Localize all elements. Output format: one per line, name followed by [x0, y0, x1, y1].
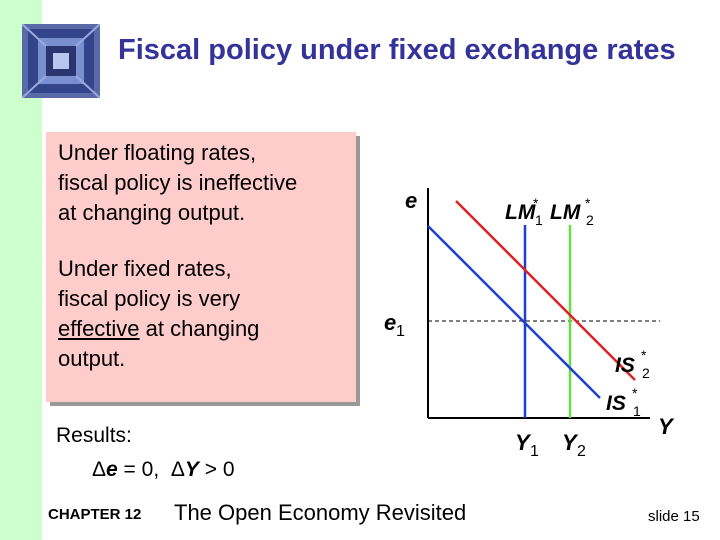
delta-e-rest: = 0, [117, 458, 160, 481]
is2-subscript: 2 [642, 365, 650, 381]
delta-y-symbol: Δ [170, 458, 185, 481]
p1-line1: Under floating rates, [58, 140, 257, 165]
is2-star: * [641, 347, 647, 363]
y1-label: Y [515, 430, 532, 455]
p1-line3: at changing output. [58, 200, 246, 225]
lm2-subscript: 2 [586, 212, 594, 228]
p2-line1: Under fixed rates, [58, 256, 232, 281]
results-equation: Δe = 0, ΔY > 0 [92, 458, 235, 482]
summary-box: Under floating rates, fiscal policy is i… [46, 132, 356, 402]
is1-subscript: 1 [633, 403, 641, 419]
footer-slide-number: slide 15 [648, 508, 700, 525]
y2-label: Y [562, 430, 579, 455]
y-axis-label: e [405, 188, 417, 213]
p2-line4: output. [58, 346, 126, 371]
chapter-logo [22, 24, 100, 98]
is1-star: * [632, 385, 638, 401]
lm1-label: LM [505, 201, 536, 224]
delta-y-rest: > 0 [198, 458, 235, 481]
is2-label: IS [615, 354, 635, 377]
is1-label: IS [606, 392, 626, 415]
slide-title: Fiscal policy under fixed exchange rates [118, 34, 676, 66]
is1-curve [427, 225, 601, 399]
p2-line2: fiscal policy is very [58, 286, 241, 311]
footer-course-title: The Open Economy Revisited [174, 500, 467, 525]
p2-line3-rest: at changing [139, 316, 260, 341]
delta-y-var: Y [184, 458, 199, 481]
fixed-rates-text: Under fixed rates, fiscal policy is very… [58, 254, 354, 374]
results-label: Results: [56, 424, 132, 447]
y1-subscript: 1 [530, 443, 539, 460]
floating-rates-text: Under floating rates, fiscal policy is i… [58, 138, 354, 228]
y2-subscript: 2 [577, 443, 586, 460]
e1-subscript: 1 [396, 323, 405, 340]
e1-label: e [384, 310, 396, 335]
delta-e-var: e [106, 458, 118, 481]
is2-curve [455, 200, 636, 381]
lm2-label: LM [550, 201, 581, 224]
p2-effective: effective [58, 316, 140, 341]
lm1-star: * [533, 195, 539, 211]
delta-e-symbol: Δ [92, 458, 107, 481]
lm2-star: * [585, 195, 591, 211]
x-axis-label: Y [658, 414, 675, 439]
footer-chapter: CHAPTER 12 [48, 506, 142, 523]
lm1-subscript: 1 [535, 212, 543, 228]
p1-line2: fiscal policy is ineffective [58, 170, 298, 195]
